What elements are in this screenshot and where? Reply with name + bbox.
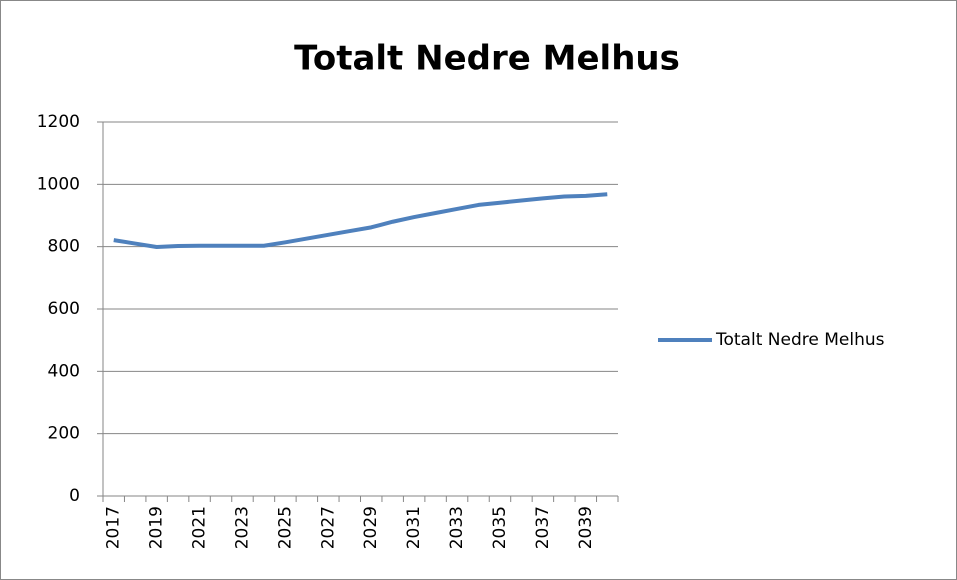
- x-tick-label: 2025: [275, 506, 295, 549]
- y-tick-label: 400: [48, 361, 80, 381]
- x-tick-label: 2035: [490, 506, 510, 549]
- x-tick-label: 2033: [447, 506, 467, 549]
- x-tick-label: 2039: [576, 506, 596, 549]
- x-tick-label: 2027: [318, 506, 338, 549]
- x-tick-label: 2031: [404, 506, 424, 549]
- x-tick-label: 2017: [104, 506, 124, 549]
- y-tick-label: 1200: [37, 112, 80, 132]
- x-tick-label: 2037: [533, 506, 553, 549]
- y-tick-label: 1000: [37, 174, 80, 194]
- x-tick-label: 2023: [232, 506, 252, 549]
- legend-label: Totalt Nedre Melhus: [715, 330, 885, 350]
- y-tick-label: 600: [48, 299, 80, 319]
- x-tick-label: 2021: [190, 506, 210, 549]
- data-line: [113, 192, 608, 249]
- x-tick-label: 2029: [361, 506, 381, 549]
- y-tick-label: 800: [48, 237, 80, 257]
- y-tick-label: 200: [48, 424, 80, 444]
- chart-title: Totalt Nedre Melhus: [294, 39, 680, 79]
- x-tick-label: 2019: [147, 506, 167, 549]
- y-tick-label: 0: [69, 486, 80, 506]
